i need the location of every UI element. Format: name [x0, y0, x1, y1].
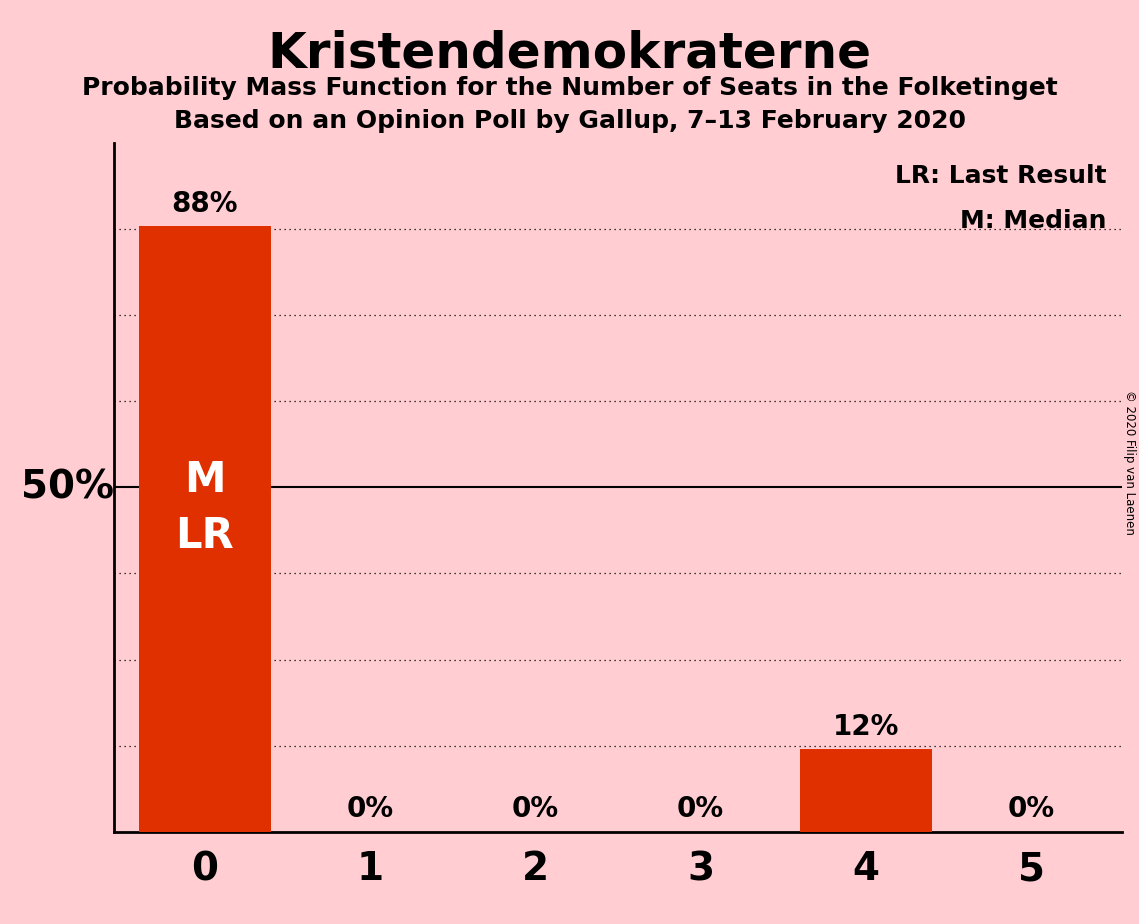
- Bar: [139, 225, 271, 832]
- Text: Probability Mass Function for the Number of Seats in the Folketinget: Probability Mass Function for the Number…: [82, 76, 1057, 100]
- Text: 50%: 50%: [21, 468, 114, 506]
- Text: M
LR: M LR: [175, 459, 235, 556]
- Bar: [800, 749, 932, 832]
- Text: Based on an Opinion Poll by Gallup, 7–13 February 2020: Based on an Opinion Poll by Gallup, 7–13…: [173, 109, 966, 133]
- Text: Kristendemokraterne: Kristendemokraterne: [268, 30, 871, 78]
- Text: 0%: 0%: [346, 796, 394, 823]
- Text: 0%: 0%: [677, 796, 724, 823]
- Text: 88%: 88%: [172, 189, 238, 217]
- Text: M: Median: M: Median: [960, 209, 1107, 233]
- Text: 12%: 12%: [833, 712, 899, 741]
- Text: 0%: 0%: [511, 796, 559, 823]
- Text: 0%: 0%: [1008, 796, 1055, 823]
- Text: © 2020 Filip van Laenen: © 2020 Filip van Laenen: [1123, 390, 1137, 534]
- Text: LR: Last Result: LR: Last Result: [895, 164, 1107, 188]
